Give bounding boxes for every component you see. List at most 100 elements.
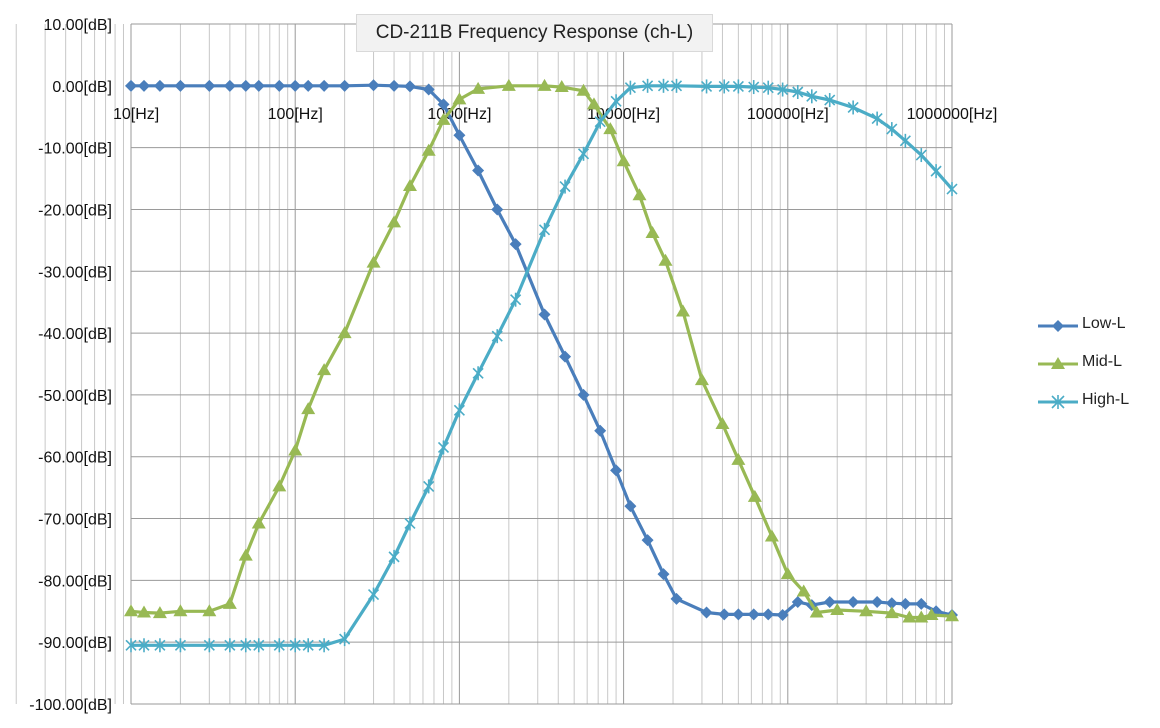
legend-item-high-l: High-L <box>1036 388 1156 426</box>
legend-item-mid-l: Mid-L <box>1036 350 1156 388</box>
data-point-mid-l <box>576 83 591 96</box>
legend-label-high-l: High-L <box>1082 391 1130 408</box>
data-point-mid-l <box>694 373 709 386</box>
data-point-mid-l <box>202 604 217 617</box>
data-point-mid-l <box>645 225 660 238</box>
data-point-mid-l <box>238 548 253 561</box>
data-point-high-l <box>657 78 670 93</box>
data-point-low-l <box>641 534 654 547</box>
data-point-high-l <box>777 82 789 97</box>
data-point-low-l <box>509 238 522 251</box>
data-point-low-l <box>273 79 286 92</box>
y-tick-label: -90.00[dB] <box>38 635 112 652</box>
data-point-low-l <box>762 608 775 621</box>
data-point-high-l <box>899 133 911 148</box>
y-tick-label: -10.00[dB] <box>38 141 112 158</box>
data-point-low-l <box>823 596 836 608</box>
y-tick-label: -100.00[dB] <box>29 697 112 714</box>
data-point-low-l <box>223 79 236 92</box>
data-point-low-l <box>125 79 137 92</box>
data-point-high-l <box>174 638 186 653</box>
data-point-mid-l <box>317 363 332 376</box>
data-point-high-l <box>886 122 898 137</box>
data-point-high-l <box>847 100 859 115</box>
data-point-low-l <box>577 388 590 401</box>
data-point-high-l <box>253 638 265 653</box>
data-point-mid-l <box>137 605 152 618</box>
data-point-mid-l <box>796 584 811 597</box>
data-point-low-l <box>138 79 151 92</box>
data-point-low-l <box>437 98 450 111</box>
data-point-low-l <box>174 79 187 92</box>
data-point-high-l <box>624 80 636 95</box>
data-point-low-l <box>153 79 166 92</box>
series-line-high-l <box>131 84 954 647</box>
data-point-low-l <box>388 79 401 92</box>
data-point-mid-l <box>632 188 647 201</box>
x-tick-label: 100[Hz] <box>268 106 323 123</box>
data-point-low-l <box>538 308 551 321</box>
data-point-low-l <box>718 608 731 621</box>
data-point-mid-l <box>764 529 779 542</box>
y-tick-label: 0.00[dB] <box>52 79 112 96</box>
data-point-mid-l <box>251 516 266 529</box>
data-point-mid-l <box>471 81 486 94</box>
legend-label-mid-l: Mid-L <box>1082 353 1123 370</box>
data-point-low-l <box>871 596 884 608</box>
data-point-high-l <box>510 292 522 307</box>
y-tick-label: -60.00[dB] <box>38 450 112 467</box>
y-tick-label: -30.00[dB] <box>38 264 112 281</box>
x-tick-label: 1000[Hz] <box>427 106 491 123</box>
data-point-mid-l <box>537 78 552 91</box>
data-point-mid-l <box>152 606 167 619</box>
data-point-mid-l <box>586 97 601 110</box>
data-point-high-l <box>388 549 400 564</box>
legend-marker-high-l <box>1038 395 1078 409</box>
data-point-mid-l <box>616 154 631 167</box>
y-tick-label: -20.00[dB] <box>38 202 112 219</box>
data-point-mid-l <box>914 610 929 623</box>
data-point-high-l <box>915 148 927 163</box>
data-point-high-l <box>792 85 804 99</box>
data-point-high-l <box>930 164 942 179</box>
data-point-mid-l <box>747 489 762 502</box>
series-lines <box>124 78 959 653</box>
data-point-low-l <box>657 568 670 581</box>
x-tick-label: 100000[Hz] <box>747 106 829 123</box>
data-point-high-l <box>748 80 760 95</box>
data-point-mid-l <box>436 112 451 125</box>
data-point-mid-l <box>731 452 746 465</box>
data-point-high-l <box>289 638 301 653</box>
data-point-high-l <box>577 146 590 161</box>
data-point-mid-l <box>715 416 730 429</box>
data-point-mid-l <box>288 443 303 456</box>
y-axis-tick-labels: 10.00[dB] 0.00[dB] -10.00[dB] -20.00[dB] -30… <box>29 17 112 714</box>
data-point-mid-l <box>337 326 352 339</box>
legend-item-low-l: Low-L <box>1036 312 1156 350</box>
data-point-low-l <box>747 608 760 621</box>
data-point-high-l <box>732 79 744 94</box>
data-point-high-l <box>240 638 252 653</box>
data-point-mid-l <box>554 80 569 93</box>
data-point-high-l <box>946 182 958 197</box>
data-point-mid-l <box>603 122 618 135</box>
data-point-mid-l <box>658 253 673 266</box>
data-point-mid-l <box>301 402 316 415</box>
data-point-high-l <box>871 111 883 126</box>
data-point-low-l <box>915 597 928 610</box>
data-point-high-l <box>718 79 730 94</box>
data-point-high-l <box>367 587 380 602</box>
data-point-high-l <box>824 93 836 108</box>
data-point-high-l <box>472 366 484 381</box>
data-point-high-l <box>610 94 622 109</box>
chart-title: CD-211B Frequency Response (ch-L) <box>356 14 713 52</box>
data-point-low-l <box>594 424 607 437</box>
data-point-mid-l <box>501 78 516 91</box>
x-tick-label: 1000000[Hz] <box>907 106 998 123</box>
legend-marker-low-l <box>1038 320 1078 332</box>
data-point-high-l <box>491 329 503 344</box>
data-point-mid-l <box>402 178 417 191</box>
data-point-low-l <box>732 608 745 621</box>
data-point-mid-l <box>780 567 795 580</box>
legend-label-low-l: Low-L <box>1082 315 1126 332</box>
